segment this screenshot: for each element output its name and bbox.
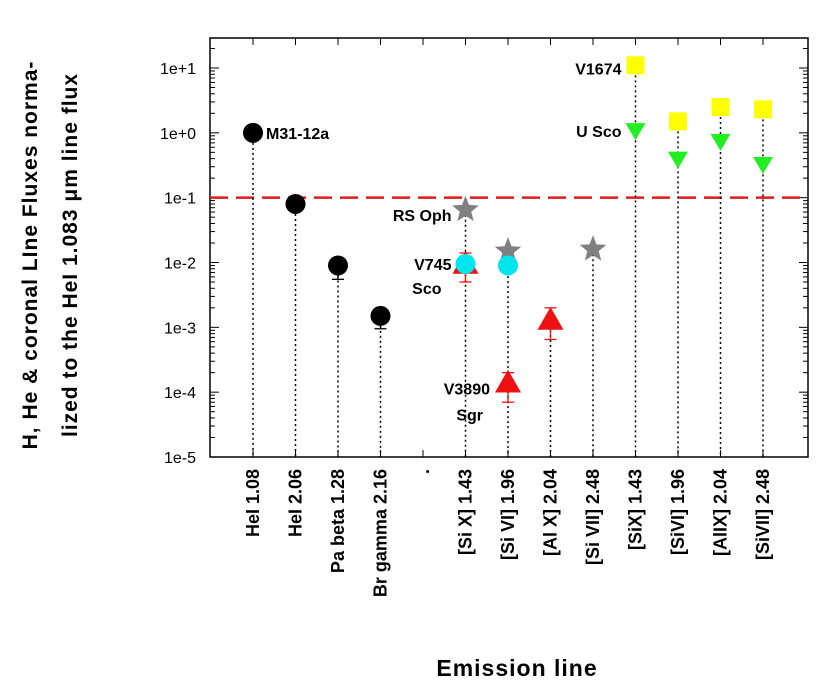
annotation-label: V745	[414, 257, 451, 274]
y-axis-title-line-2: lized to the HeI 1.083 μm line flux	[59, 73, 82, 437]
x-tick-label: [AlIX] 2.04	[711, 469, 731, 556]
rs-oph-point	[579, 235, 607, 261]
u-sco-point	[668, 151, 688, 169]
m31-12a-point	[328, 255, 348, 276]
y-tick-label: 1e-1	[164, 191, 196, 208]
annotation-label: RS Oph	[393, 208, 452, 225]
plot-frame	[209, 37, 809, 458]
x-axis-title: Emission line	[436, 655, 597, 681]
x-tick-label: [Si VII] 2.48	[583, 469, 603, 565]
x-tick-label: HeI 2.06	[286, 469, 306, 537]
v1674-point	[711, 98, 730, 117]
m31-12a-point	[370, 305, 391, 326]
u-sco-point	[625, 123, 646, 141]
rs-oph-point	[494, 237, 522, 263]
v1674-point	[626, 56, 645, 75]
y-tick-label: 1e-5	[164, 450, 196, 467]
y-tick-label: 1e-3	[164, 320, 196, 337]
y-tick-label: 1e-4	[164, 385, 196, 402]
annotation-label: V3890	[444, 382, 490, 399]
x-tick-label: [Al X] 2.04	[541, 469, 561, 556]
y-tick-label: 1e-2	[164, 256, 196, 273]
x-tick-label: [Si VI] 1.96	[498, 469, 518, 560]
x-tick-label: [Si X] 1.43	[456, 469, 476, 555]
rs-oph-point	[452, 195, 479, 222]
y-tick-label: 1e+0	[160, 126, 196, 143]
u-sco-point	[710, 133, 731, 151]
annotation-label: V1674	[575, 61, 621, 78]
x-tick-label: [SiVII] 2.48	[753, 469, 773, 560]
x-tick-label: Pa beta 1.28	[328, 469, 348, 573]
x-tick-label: Br gamma 2.16	[371, 469, 391, 597]
v745-sco-point	[498, 255, 518, 276]
x-tick-label: .	[413, 469, 433, 474]
annotation-label: Sco	[412, 281, 442, 298]
v3890-sgr-point	[495, 369, 521, 393]
u-sco-point	[753, 157, 773, 175]
annotation-label: M31-12a	[266, 126, 329, 143]
x-tick-label: [SiX] 1.43	[626, 469, 646, 550]
x-tick-label: [SiVI] 1.96	[668, 469, 688, 555]
y-axis-title: H, He & coronal LIne Fluxes norma- lized…	[19, 61, 82, 450]
v1674-point	[669, 112, 687, 131]
annotation-label: Sgr	[456, 408, 483, 425]
v3890-sgr-point	[537, 306, 564, 330]
v1674-point	[754, 100, 772, 119]
m31-12a-point	[285, 193, 306, 214]
x-tick-label: HeI 1.08	[243, 469, 263, 537]
y-tick-label: 1e+1	[160, 61, 196, 78]
annotation-label: U Sco	[576, 124, 622, 141]
y-axis-title-line-1: H, He & coronal LIne Fluxes norma-	[19, 61, 42, 450]
v745-sco-point	[455, 253, 476, 274]
plot-area: 1e+1 1e+0 1e-1 1e-2 1e-3 1e-4 1e-5 HeI 1.08 HeI …	[160, 37, 809, 597]
m31-12a-point	[243, 122, 263, 143]
